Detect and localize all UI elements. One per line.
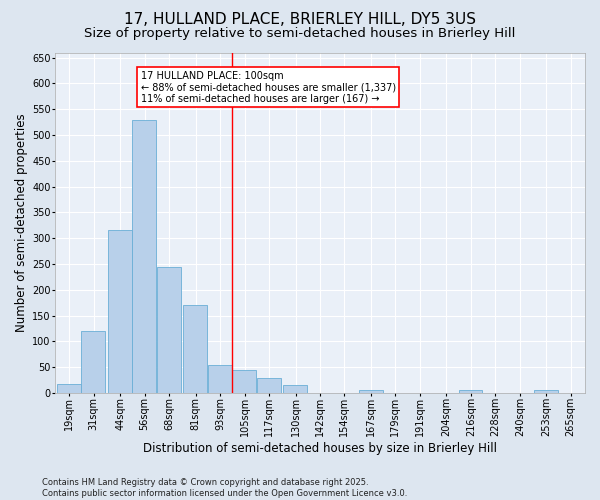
- Bar: [458, 390, 482, 393]
- Text: 17, HULLAND PLACE, BRIERLEY HILL, DY5 3US: 17, HULLAND PLACE, BRIERLEY HILL, DY5 3U…: [124, 12, 476, 28]
- Y-axis label: Number of semi-detached properties: Number of semi-detached properties: [15, 114, 28, 332]
- Text: Size of property relative to semi-detached houses in Brierley Hill: Size of property relative to semi-detach…: [85, 28, 515, 40]
- Bar: [184, 305, 207, 393]
- Text: 17 HULLAND PLACE: 100sqm
← 88% of semi-detached houses are smaller (1,337)
11% o: 17 HULLAND PLACE: 100sqm ← 88% of semi-d…: [140, 70, 396, 104]
- Text: Contains HM Land Registry data © Crown copyright and database right 2025.
Contai: Contains HM Land Registry data © Crown c…: [42, 478, 407, 498]
- Bar: [208, 364, 232, 393]
- Bar: [232, 370, 256, 393]
- Bar: [57, 384, 81, 393]
- X-axis label: Distribution of semi-detached houses by size in Brierley Hill: Distribution of semi-detached houses by …: [143, 442, 497, 455]
- Bar: [108, 230, 132, 393]
- Bar: [157, 266, 181, 393]
- Bar: [133, 120, 156, 393]
- Bar: [82, 331, 106, 393]
- Bar: [534, 390, 558, 393]
- Bar: [359, 390, 383, 393]
- Bar: [283, 385, 307, 393]
- Bar: [257, 378, 281, 393]
